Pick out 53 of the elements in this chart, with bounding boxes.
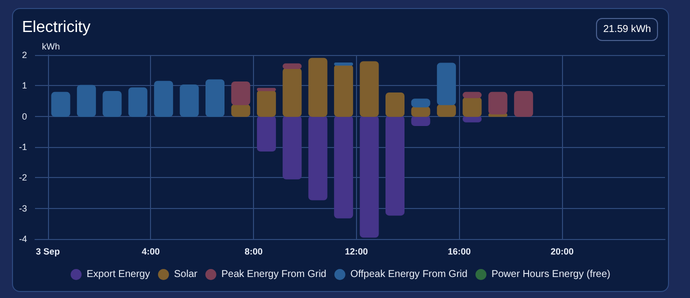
bar	[76, 84, 96, 117]
bar	[488, 92, 508, 114]
bar	[308, 58, 328, 117]
legend-label: Offpeak Energy From Grid	[350, 269, 468, 280]
bar	[206, 79, 224, 117]
bar	[334, 116, 354, 218]
bar	[102, 90, 122, 117]
y-tick-label: -4	[18, 234, 27, 244]
bar	[308, 116, 328, 200]
x-tick-label: 20:00	[550, 246, 574, 256]
y-tick-label: 2	[22, 50, 27, 60]
legend-label: Solar	[174, 269, 198, 280]
x-tick-label: 3 Sep	[36, 246, 60, 256]
bar	[180, 84, 199, 117]
y-tick-label: -3	[18, 203, 27, 214]
bar	[334, 62, 354, 66]
bar	[256, 90, 276, 117]
bar	[411, 98, 430, 108]
bar	[231, 104, 250, 117]
x-tick-label: 16:00	[448, 246, 471, 256]
bar	[411, 116, 430, 126]
y-tick-label: -1	[18, 142, 27, 152]
bar	[334, 64, 354, 117]
x-tick-label: 8:00	[244, 246, 263, 256]
y-axis-title: kWh	[42, 42, 60, 52]
bar	[462, 97, 482, 117]
bar	[436, 62, 456, 106]
legend-label: Power Hours Energy (free)	[491, 269, 610, 280]
bar	[282, 116, 302, 180]
y-tick-label: -2	[18, 172, 27, 183]
bar	[386, 92, 404, 117]
chart-title: Electricity	[22, 19, 90, 37]
bar	[256, 116, 276, 152]
bar	[231, 81, 250, 106]
legend-label: Export Energy	[86, 269, 150, 280]
bar	[256, 88, 276, 92]
x-tick-label: 4:00	[142, 246, 160, 256]
legend-label: Peak Energy From Grid	[221, 269, 326, 280]
bar	[411, 106, 430, 117]
y-tick-label: 1	[22, 80, 27, 91]
bar	[51, 92, 70, 117]
bar	[128, 87, 148, 117]
text: 21.59 kWh	[596, 18, 658, 41]
bar	[360, 116, 379, 238]
bar	[436, 104, 456, 117]
bar	[386, 116, 404, 216]
y-tick-label: 0	[22, 111, 27, 122]
bar	[360, 61, 379, 117]
bar	[514, 90, 534, 117]
bar	[282, 63, 302, 69]
bar	[154, 80, 174, 117]
x-tick-label: 12:00	[344, 246, 368, 256]
bar	[282, 68, 302, 117]
